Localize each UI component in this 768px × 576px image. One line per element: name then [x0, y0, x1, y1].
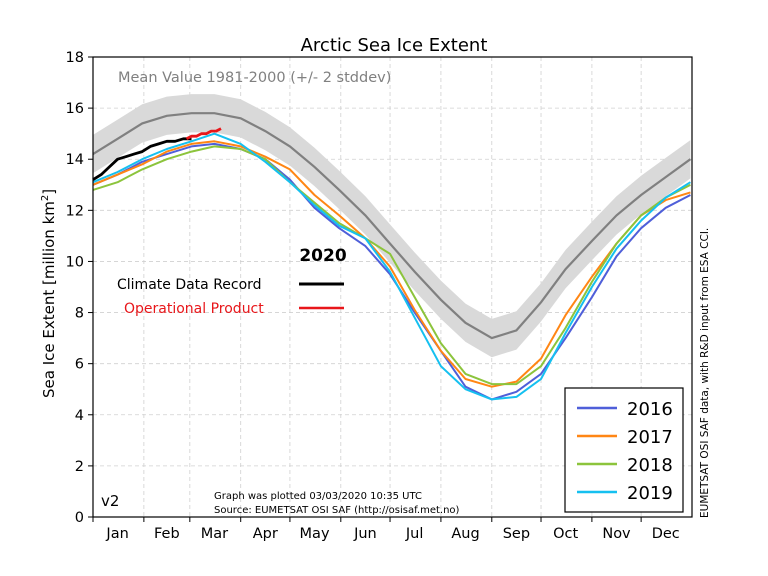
climate-record-line	[92, 137, 192, 181]
x-tick-label: Oct	[553, 526, 578, 542]
label-layer: Arctic Sea Ice Extent Mean Value 1981-20…	[40, 35, 711, 518]
y-tick-label: 18	[66, 50, 84, 66]
x-tick-label: Dec	[652, 526, 680, 542]
x-tick-label: Sep	[503, 526, 530, 542]
current-year-label: 2020	[299, 246, 346, 266]
y-axis-label-sup: 2	[40, 195, 51, 201]
y-axis-label-close: ]	[40, 189, 58, 195]
y-tick-label: 16	[66, 101, 84, 117]
series-line-2016	[92, 142, 691, 401]
stddev-band	[93, 94, 691, 358]
chart-title: Arctic Sea Ice Extent	[301, 35, 488, 56]
x-tick-label: Feb	[154, 526, 180, 542]
operational-product-line	[185, 127, 222, 141]
x-tick-label: Jan	[105, 526, 128, 542]
x-tick-label: Nov	[602, 526, 631, 542]
legend-label-2019: 2019	[627, 483, 673, 504]
legend-label-2017: 2017	[627, 427, 673, 448]
y-tick-label: 8	[75, 306, 84, 322]
series-layer	[92, 127, 691, 401]
legend: 2016 2017 2018 2019	[299, 282, 684, 513]
x-tick-label: May	[300, 526, 330, 542]
x-tick-label: Jul	[405, 526, 424, 542]
x-tick-label: Jun	[353, 526, 377, 542]
series-line-2019	[92, 132, 691, 401]
footnote-line1: Graph was plotted 03/03/2020 10:35 UTC	[214, 491, 422, 502]
legend-label-2016: 2016	[627, 399, 673, 420]
y-tick-label: 14	[66, 152, 84, 168]
y-tick-label: 12	[66, 203, 84, 219]
y-tick-label: 0	[75, 510, 84, 526]
plot-frame	[92, 56, 693, 518]
y-axis-label-main: Sea Ice Extent [million km	[40, 201, 58, 398]
mean-band-label: Mean Value 1981-2000 (+/- 2 stddev)	[118, 70, 391, 86]
series-line-2017	[92, 140, 691, 388]
y-tick-label: 10	[66, 254, 84, 270]
legend-label-2018: 2018	[627, 455, 673, 476]
version-label: v2	[101, 492, 119, 510]
y-tick-label: 6	[75, 357, 84, 373]
series-line-2018	[92, 145, 691, 386]
side-note: EUMETSAT OSI SAF data, with R&D input fr…	[699, 228, 711, 518]
band-layer	[92, 94, 692, 358]
x-tick-label: Apr	[253, 526, 278, 542]
x-tick-label: Aug	[451, 526, 479, 542]
axis-layer: 0 2 4 6 8 10 12 14 16 18 Jan Feb Mar Apr May Jun Jul Aug S…	[66, 50, 693, 542]
mean-line	[92, 112, 692, 340]
x-tick-label: Mar	[201, 526, 228, 542]
y-tick-label: 2	[75, 459, 84, 475]
footnote-line2: Source: EUMETSAT OSI SAF (http://osisaf.…	[214, 505, 460, 516]
climate-record-label: Climate Data Record	[117, 277, 262, 293]
y-axis-label: Sea Ice Extent [million km2]	[40, 189, 58, 398]
y-tick-label: 4	[75, 408, 84, 424]
operational-product-label: Operational Product	[124, 301, 264, 317]
